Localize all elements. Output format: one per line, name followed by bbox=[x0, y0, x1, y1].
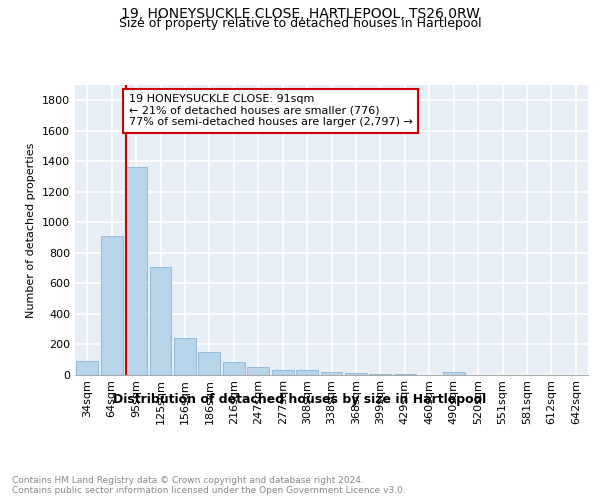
Bar bbox=[296, 370, 318, 375]
Bar bbox=[223, 362, 245, 375]
Bar bbox=[272, 370, 293, 375]
Y-axis label: Number of detached properties: Number of detached properties bbox=[26, 142, 37, 318]
Bar bbox=[125, 168, 147, 375]
Bar bbox=[370, 374, 391, 375]
Bar bbox=[149, 266, 172, 375]
Bar bbox=[247, 366, 269, 375]
Bar bbox=[101, 236, 122, 375]
Bar bbox=[76, 362, 98, 375]
Text: Distribution of detached houses by size in Hartlepool: Distribution of detached houses by size … bbox=[113, 392, 487, 406]
Bar bbox=[394, 374, 416, 375]
Text: 19, HONEYSUCKLE CLOSE, HARTLEPOOL, TS26 0RW: 19, HONEYSUCKLE CLOSE, HARTLEPOOL, TS26 … bbox=[121, 8, 479, 22]
Bar bbox=[199, 352, 220, 375]
Text: 19 HONEYSUCKLE CLOSE: 91sqm
← 21% of detached houses are smaller (776)
77% of se: 19 HONEYSUCKLE CLOSE: 91sqm ← 21% of det… bbox=[128, 94, 412, 128]
Bar bbox=[320, 372, 343, 375]
Text: Size of property relative to detached houses in Hartlepool: Size of property relative to detached ho… bbox=[119, 18, 481, 30]
Text: Contains HM Land Registry data © Crown copyright and database right 2024.
Contai: Contains HM Land Registry data © Crown c… bbox=[12, 476, 406, 495]
Bar bbox=[174, 338, 196, 375]
Bar bbox=[443, 372, 464, 375]
Bar bbox=[345, 374, 367, 375]
